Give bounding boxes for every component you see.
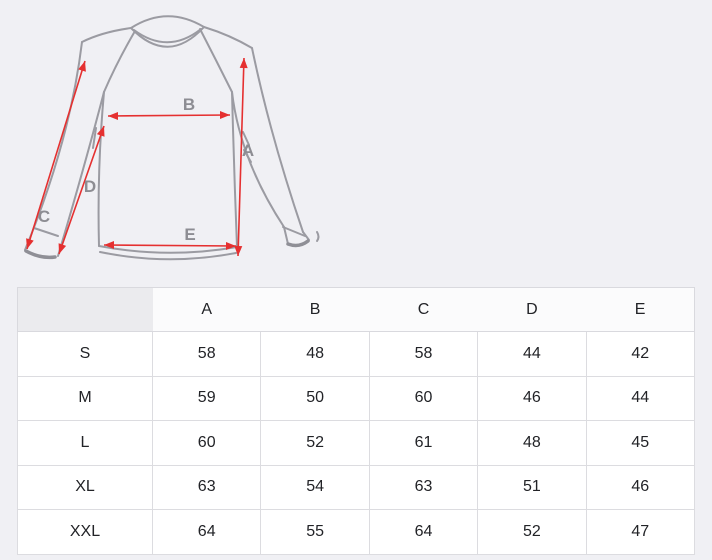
measurement-value: 64: [368, 509, 479, 555]
shirt-outline: [24, 15, 320, 261]
measurement-value: 46: [585, 464, 696, 510]
measurement-value: 48: [260, 331, 370, 377]
column-header-a: A: [152, 287, 261, 332]
label-d: D: [84, 177, 96, 196]
table-row-l: L 60 52 61 48 45: [17, 420, 696, 466]
size-table-grid: A B C D E S 58 48 58 44 42 M 59 50 60 46: [17, 287, 696, 555]
measurement-value: 48: [477, 420, 587, 466]
measurement-value: 60: [368, 375, 479, 421]
size-label: XXL: [17, 509, 153, 555]
measurement-value: 42: [585, 331, 696, 377]
size-label: M: [17, 375, 153, 421]
measurement-value: 64: [151, 509, 262, 555]
size-label: S: [17, 331, 153, 377]
label-e: E: [184, 225, 195, 244]
table-row-s: S 58 48 58 44 42: [17, 331, 696, 377]
measurement-arrows: [26, 57, 248, 257]
label-c: C: [38, 207, 50, 226]
arrow-b: [107, 111, 231, 120]
table-header-row: A B C D E: [17, 287, 695, 332]
label-a: A: [242, 141, 254, 160]
measurement-value: 55: [260, 509, 370, 555]
arrow-a: [234, 57, 248, 257]
size-label: XL: [17, 464, 153, 510]
size-label: L: [17, 420, 153, 466]
measurement-diagram: B A D C E: [0, 0, 356, 280]
column-header-b: B: [260, 287, 370, 332]
measurement-value: 51: [477, 464, 587, 510]
label-b: B: [183, 95, 195, 114]
measurement-value: 44: [585, 375, 696, 421]
table-row-xl: XL 63 54 63 51 46: [17, 464, 696, 510]
measurement-value: 47: [585, 509, 696, 555]
measurement-value: 50: [260, 375, 370, 421]
measurement-value: 45: [585, 420, 696, 466]
measurement-value: 46: [477, 375, 587, 421]
measurement-value: 63: [368, 464, 479, 510]
size-table: A B C D E S 58 48 58 44 42 M 59 50 60 46: [17, 287, 696, 555]
measurement-value: 58: [151, 331, 262, 377]
arrow-c: [26, 60, 86, 250]
shirt-drawing: B A D C E: [24, 15, 320, 261]
measurement-value: 58: [368, 331, 479, 377]
table-row-m: M 59 50 60 46 44: [17, 375, 696, 421]
table-corner-cell: [17, 287, 153, 332]
measurement-value: 61: [368, 420, 479, 466]
measurement-value: 54: [260, 464, 370, 510]
measurement-value: 60: [151, 420, 262, 466]
table-row-xxl: XXL 64 55 64 52 47: [17, 509, 696, 555]
measurement-value: 52: [477, 509, 587, 555]
column-header-e: E: [586, 287, 695, 332]
column-header-d: D: [477, 287, 587, 332]
measurement-value: 63: [151, 464, 262, 510]
measurement-value: 59: [151, 375, 262, 421]
measurement-value: 52: [260, 420, 370, 466]
measurement-value: 44: [477, 331, 587, 377]
column-header-c: C: [369, 287, 478, 332]
arrow-d: [58, 125, 105, 255]
arrow-e: [103, 241, 237, 250]
